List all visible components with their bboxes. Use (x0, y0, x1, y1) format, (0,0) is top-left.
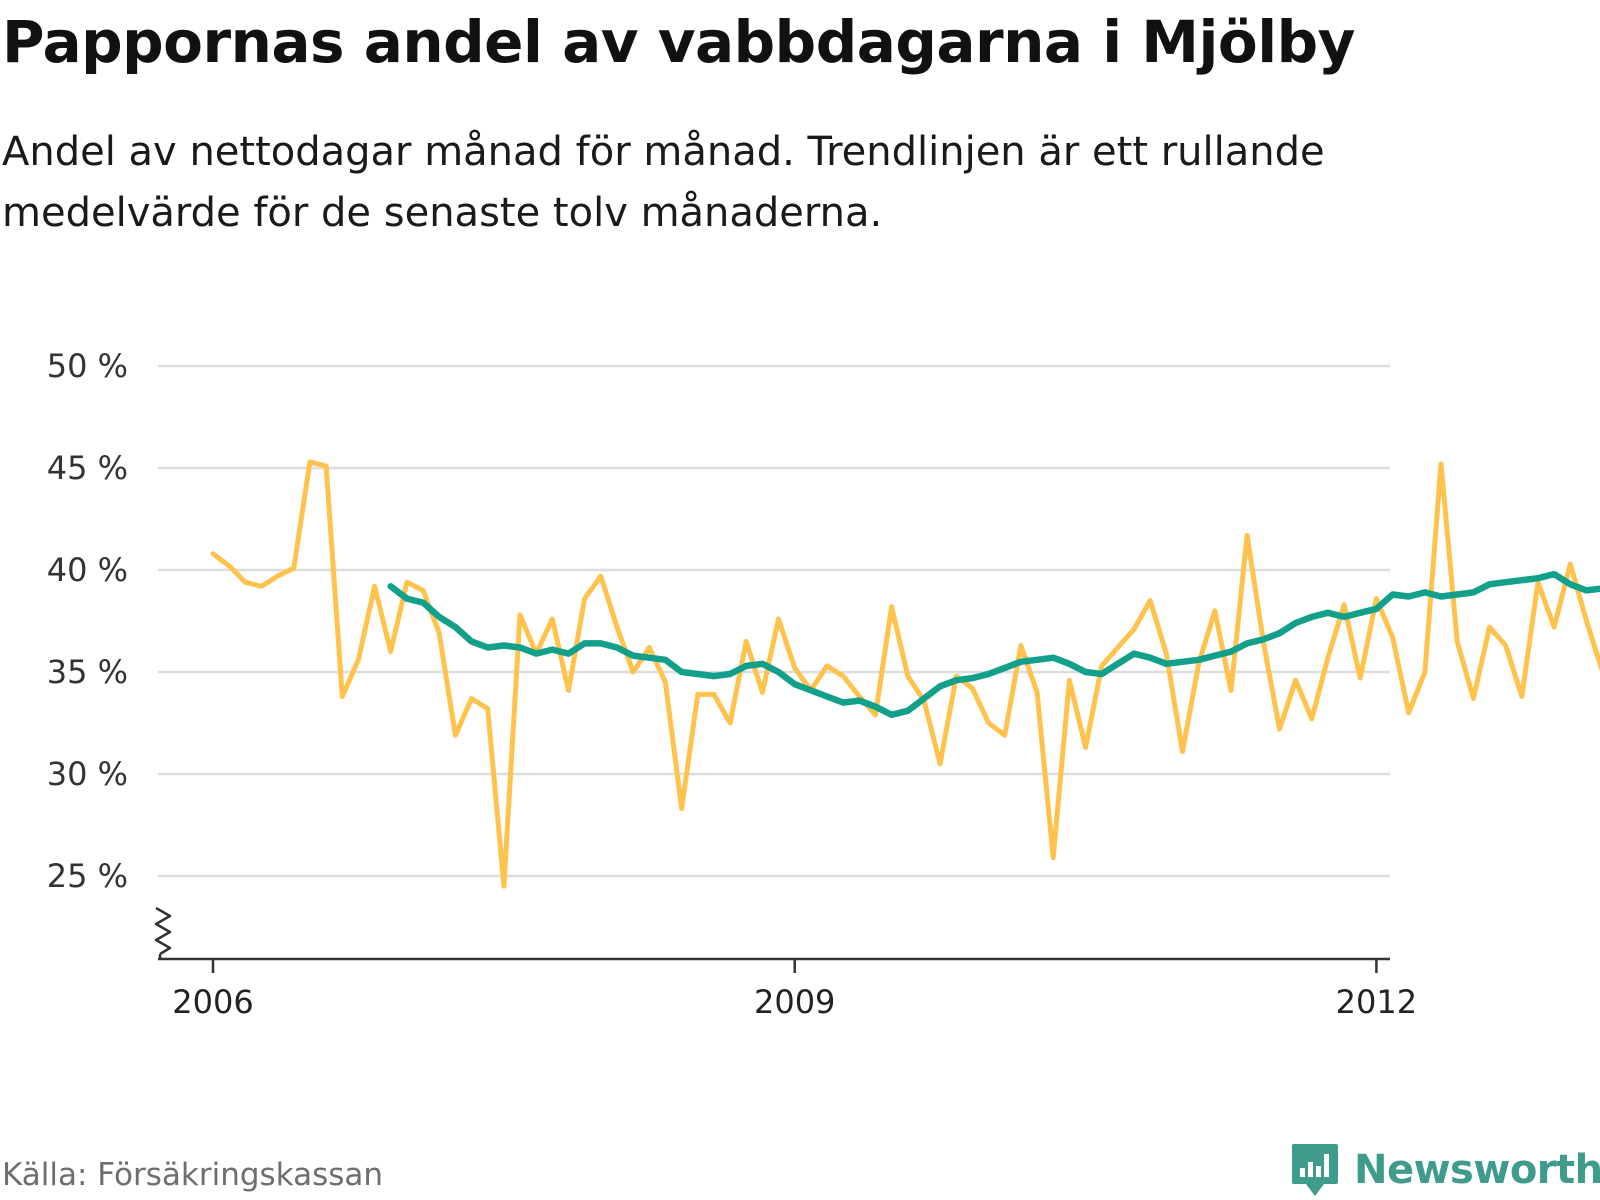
brand-logo: Newsworthy (1290, 1140, 1600, 1200)
x-tick-label: 2006 (172, 983, 253, 1021)
y-tick-label: 35 % (47, 653, 128, 691)
y-tick-label: 45 % (47, 449, 128, 487)
source-note: Källa: Försäkringskassan (2, 1157, 384, 1193)
chart-title: Pappornas andel av vabbdagarna i Mjölby (2, 8, 1355, 76)
series-lines (210, 459, 1600, 889)
brand-name: Newsworthy (1354, 1147, 1600, 1193)
axis-break-marker (154, 906, 172, 956)
monthly-series-line (210, 459, 1600, 889)
line-chart: 25 %30 %35 %40 %45 %50 % 200620092012201… (47, 347, 1600, 1021)
y-axis-ticks: 25 % 30 % 35 % 40 % 45 % 50 % (47, 347, 128, 895)
x-tick-label: 2009 (754, 983, 835, 1021)
chart-subtitle: Andel av nettodagar månad för månad. Tre… (2, 129, 1325, 236)
y-tick-label: 30 % (47, 755, 128, 793)
x-tick-label: 2012 (1336, 983, 1417, 1021)
y-tick-label: 40 % (47, 551, 128, 589)
y-tick-label: 50 % (47, 347, 128, 385)
y-tick-label: 25 % (47, 857, 128, 895)
x-axis: 2006200920122015201820212023 (154, 906, 1417, 1021)
grid-lines (158, 364, 1390, 878)
newsworthy-logo-icon (1292, 1144, 1338, 1196)
trend-series-line (387, 570, 1600, 719)
